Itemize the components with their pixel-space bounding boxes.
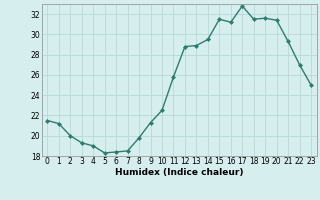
X-axis label: Humidex (Indice chaleur): Humidex (Indice chaleur): [115, 168, 244, 177]
